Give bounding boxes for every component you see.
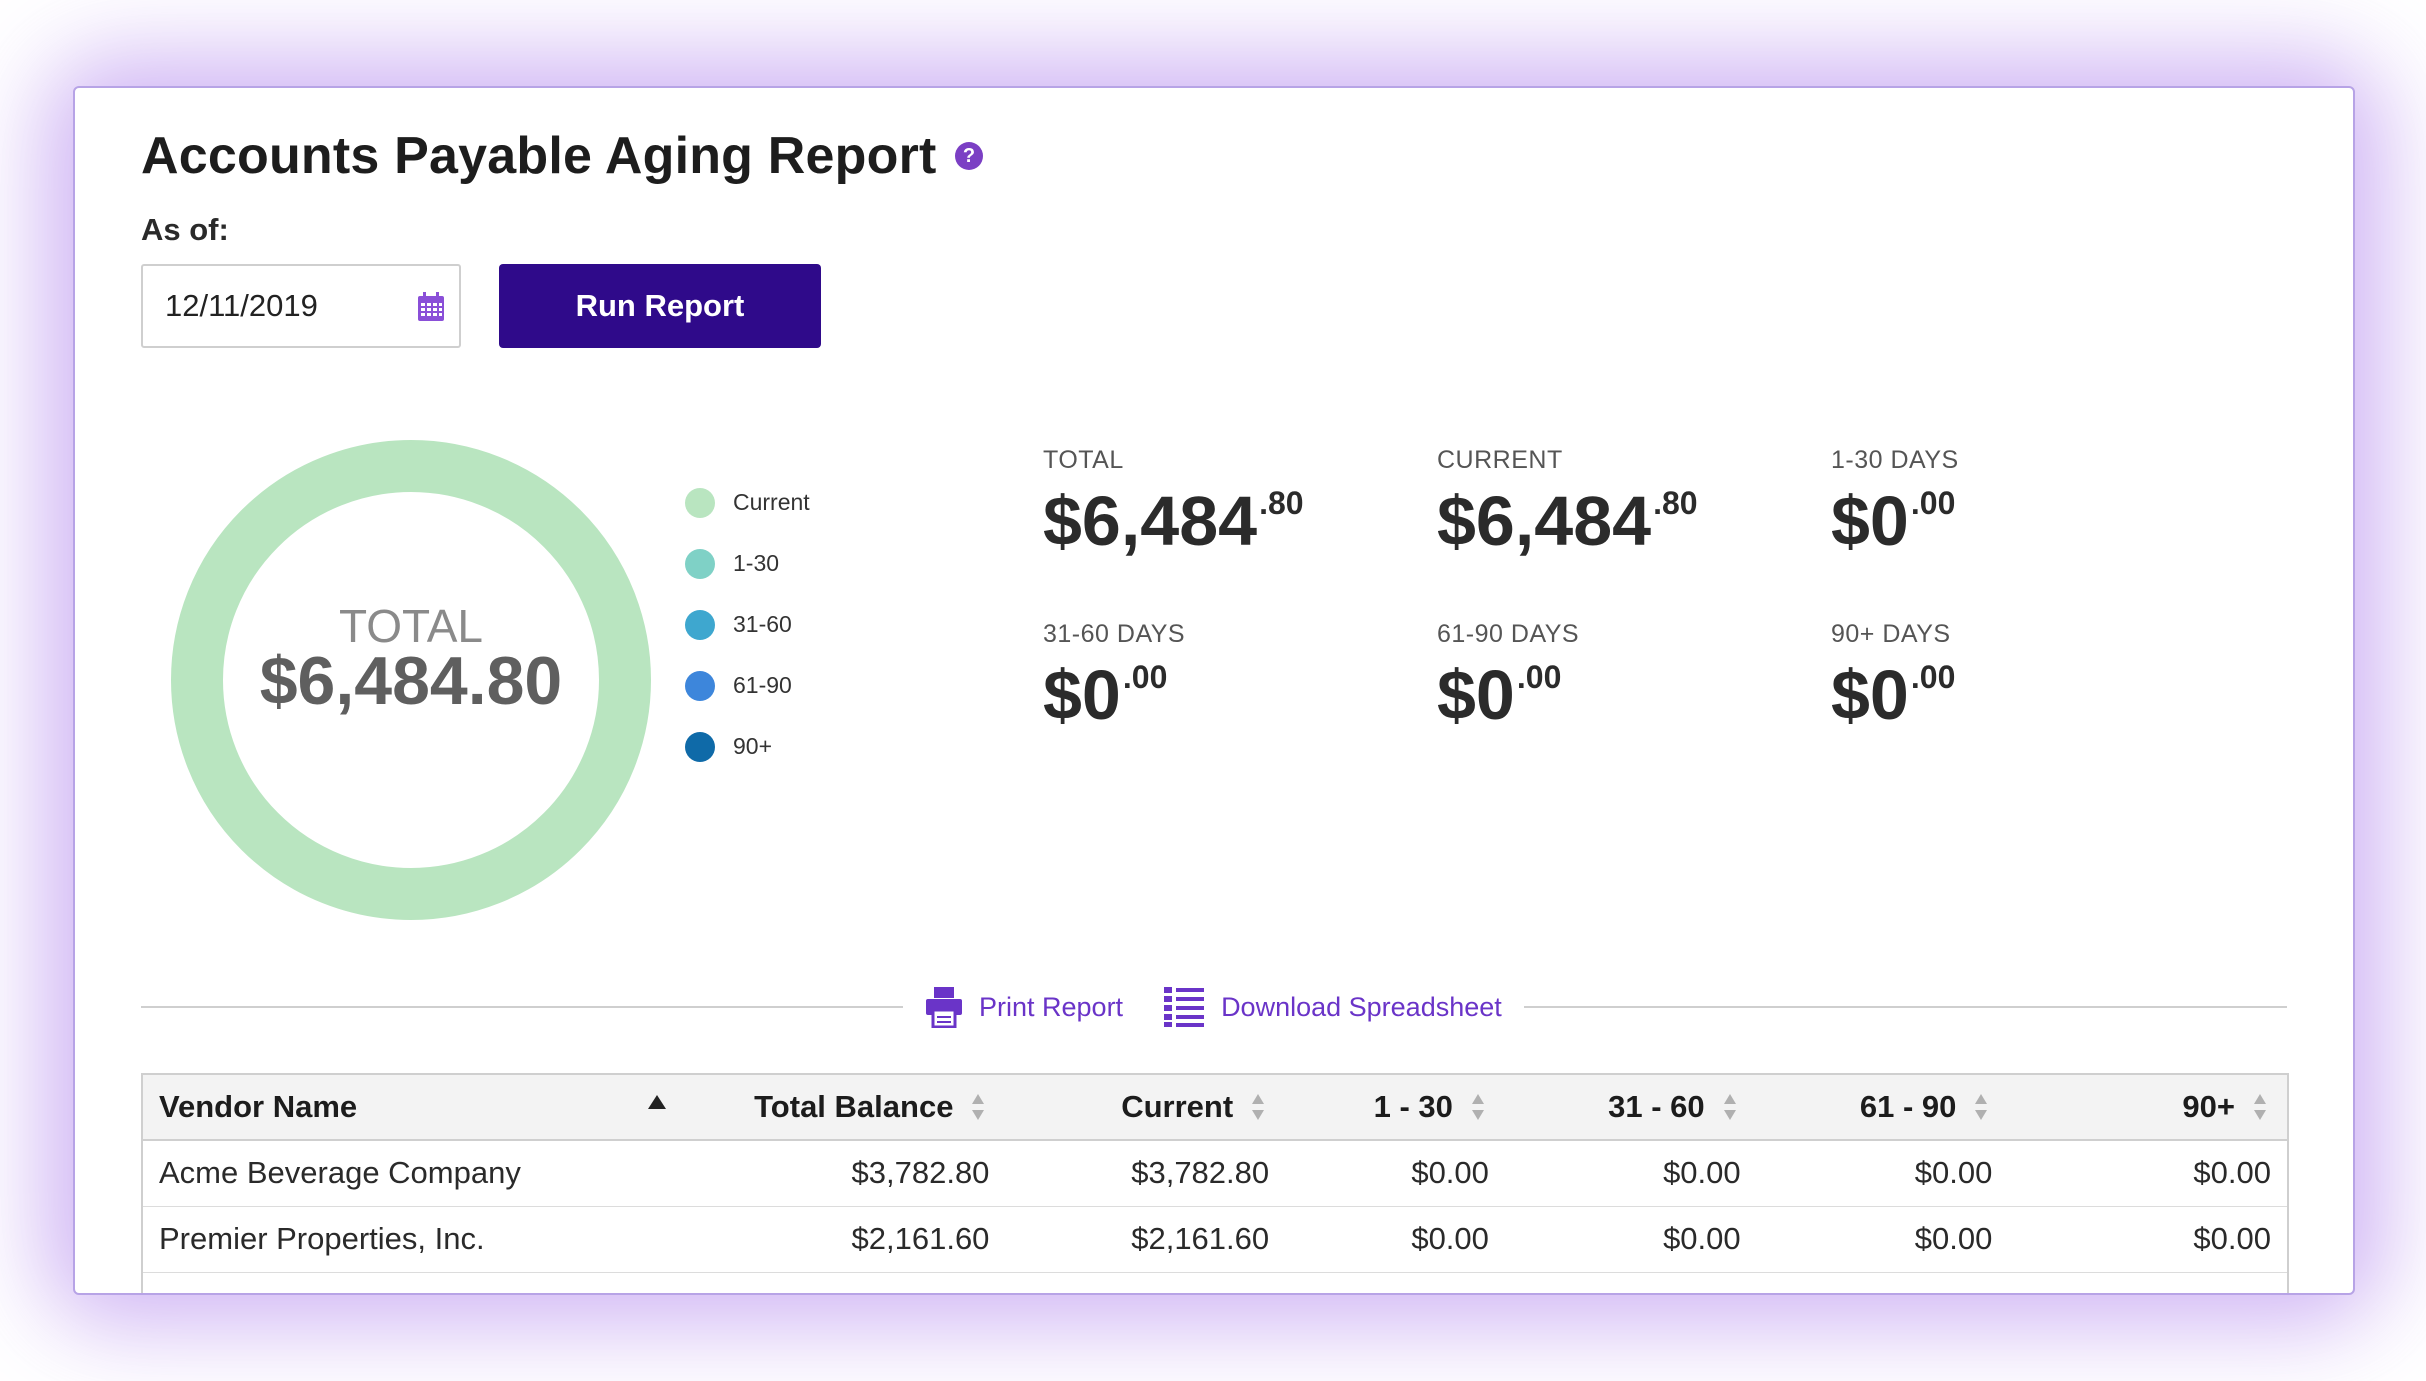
empty-cell (1285, 1272, 1505, 1293)
legend-swatch (685, 731, 715, 762)
stat-1-30-days: 1-30 DAYS $0.00 (1831, 446, 1959, 561)
empty-cell (141, 1272, 726, 1293)
empty-cell (725, 1272, 1006, 1293)
column-header-vendor-name[interactable]: Vendor Name (141, 1073, 726, 1141)
download-spreadsheet-label: Download Spreadsheet (1221, 991, 1502, 1022)
vendor-aging-table: Vendor Name Total Balance Current 1 - 30… (141, 1073, 2289, 1293)
calendar-icon[interactable] (417, 292, 445, 322)
cell-1-30: $0.00 (1285, 1206, 1505, 1273)
table-header-row: Vendor Name Total Balance Current 1 - 30… (141, 1073, 2289, 1141)
legend-item: 61-90 (685, 655, 810, 716)
legend-label: 61-90 (733, 672, 792, 698)
download-spreadsheet-link[interactable]: Download Spreadsheet (1163, 986, 1502, 1028)
stat-value: $0.00 (1043, 656, 1168, 734)
printer-icon (926, 987, 962, 1028)
column-header-total-balance[interactable]: Total Balance (725, 1073, 1006, 1141)
stat-label: 31-60 DAYS (1043, 620, 1186, 648)
legend-label: Current (733, 489, 810, 515)
stat-value: $0.00 (1831, 482, 1956, 560)
cell-90-plus: $0.00 (2008, 1206, 2289, 1273)
stat-value: $0.00 (1831, 656, 1956, 734)
stat-value: $0.00 (1437, 656, 1562, 734)
stat-current: CURRENT $6,484.80 (1437, 446, 1698, 561)
column-header-61-90[interactable]: 61 - 90 (1756, 1073, 2009, 1141)
aging-donut-chart: TOTAL $6,484.80 (171, 440, 651, 920)
print-report-link[interactable]: Print Report (925, 986, 1123, 1028)
legend-swatch (685, 548, 715, 579)
legend-label: 1-30 (733, 550, 780, 576)
table-row (141, 1272, 2289, 1293)
cell-61-90: $0.00 (1756, 1206, 2009, 1273)
sort-icon[interactable] (1723, 1092, 1737, 1122)
report-card: Accounts Payable Aging Report ? As of: R… (73, 86, 2355, 1295)
legend-label: 90+ (733, 733, 773, 759)
sort-icon[interactable] (971, 1092, 985, 1122)
stat-label: 1-30 DAYS (1831, 446, 1959, 474)
cell-total-balance: $2,161.60 (725, 1206, 1006, 1273)
date-input[interactable] (143, 266, 383, 346)
cell-vendor-name: Acme Beverage Company (141, 1140, 726, 1207)
donut-center-value: $6,484.80 (260, 643, 563, 719)
cell-current: $2,161.60 (1005, 1206, 1286, 1273)
donut-slice-current (171, 440, 651, 920)
column-header-90-plus[interactable]: 90+ (2008, 1073, 2289, 1141)
legend-label: 31-60 (733, 611, 792, 637)
date-field[interactable] (141, 264, 461, 348)
page-title: Accounts Payable Aging Report (141, 127, 937, 185)
cell-31-60: $0.00 (1504, 1206, 1757, 1273)
stat-31-60-days: 31-60 DAYS $0.00 (1043, 620, 1185, 735)
chart-legend: Current 1-30 31-60 61-90 90+ (685, 472, 810, 777)
legend-item: 1-30 (685, 533, 810, 594)
donut-center-label: TOTAL (339, 600, 483, 652)
report-actions: Print Report Download Spreadsheet (903, 982, 1524, 1032)
column-header-31-60[interactable]: 31 - 60 (1504, 1073, 1757, 1141)
question-circle-icon[interactable]: ? (955, 142, 983, 170)
sort-icon[interactable] (1471, 1092, 1485, 1122)
sort-icon[interactable] (1251, 1092, 1265, 1122)
legend-swatch (685, 487, 715, 518)
table-row[interactable]: Premier Properties, Inc. $2,161.60 $2,16… (141, 1206, 2289, 1273)
stat-label: 61-90 DAYS (1437, 620, 1580, 648)
cell-90-plus: $0.00 (2008, 1140, 2289, 1207)
stat-61-90-days: 61-90 DAYS $0.00 (1437, 620, 1579, 735)
stat-label: 90+ DAYS (1831, 620, 1951, 648)
stat-total: TOTAL $6,484.80 (1043, 446, 1304, 561)
cell-total-balance: $3,782.80 (725, 1140, 1006, 1207)
legend-item: 90+ (685, 716, 810, 777)
stat-value: $6,484.80 (1043, 482, 1304, 560)
spreadsheet-list-icon (1164, 987, 1205, 1027)
cell-31-60: $0.00 (1504, 1140, 1757, 1207)
as-of-label: As of: (141, 212, 229, 247)
stat-label: CURRENT (1437, 446, 1563, 474)
empty-cell (1005, 1272, 1286, 1293)
sort-ascending-icon[interactable] (647, 1095, 666, 1109)
stat-label: TOTAL (1043, 446, 1124, 474)
stat-90-plus-days: 90+ DAYS $0.00 (1831, 620, 1955, 735)
run-report-button[interactable]: Run Report (499, 264, 821, 348)
column-header-current[interactable]: Current (1005, 1073, 1286, 1141)
stat-value: $6,484.80 (1437, 482, 1698, 560)
legend-item: 31-60 (685, 594, 810, 655)
cell-1-30: $0.00 (1285, 1140, 1505, 1207)
print-report-label: Print Report (979, 991, 1124, 1022)
cell-current: $3,782.80 (1005, 1140, 1286, 1207)
empty-cell (1756, 1272, 2009, 1293)
column-header-1-30[interactable]: 1 - 30 (1285, 1073, 1505, 1141)
cell-vendor-name: Premier Properties, Inc. (141, 1206, 726, 1273)
legend-swatch (685, 670, 715, 701)
empty-cell (2008, 1272, 2289, 1293)
table-row[interactable]: Acme Beverage Company $3,782.80 $3,782.8… (141, 1140, 2289, 1207)
sort-icon[interactable] (1974, 1092, 1988, 1122)
empty-cell (1504, 1272, 1757, 1293)
legend-item: Current (685, 472, 810, 533)
cell-61-90: $0.00 (1756, 1140, 2009, 1207)
sort-icon[interactable] (2253, 1092, 2267, 1122)
legend-swatch (685, 609, 715, 640)
